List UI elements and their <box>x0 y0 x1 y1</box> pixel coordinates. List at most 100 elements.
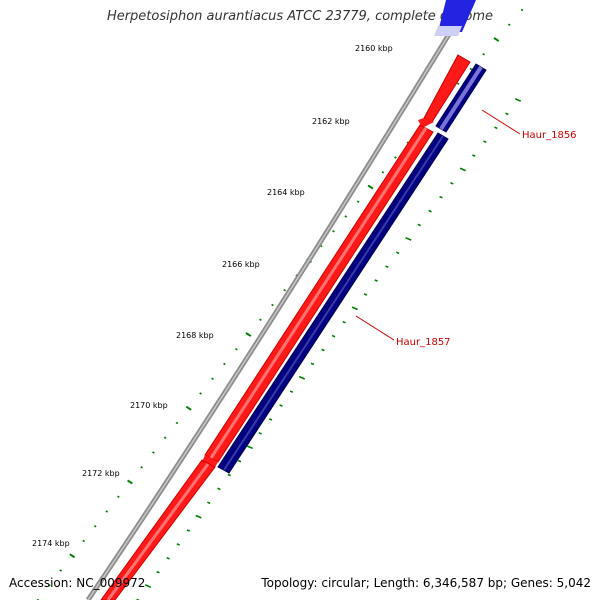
inner-tick <box>342 320 346 324</box>
map-title: Herpetosiphon aurantiacus ATCC 23779, co… <box>106 9 494 24</box>
inner-tick <box>494 126 498 130</box>
tick-label: 2168 kbp <box>176 331 214 340</box>
tick-label: 2174 kbp <box>32 539 70 548</box>
minor-tick <box>456 82 460 86</box>
minor-tick <box>271 303 274 307</box>
inner-tick <box>505 112 509 116</box>
minor-tick <box>332 229 335 233</box>
inner-tick <box>351 306 358 311</box>
tick-label: 2162 kbp <box>312 117 350 126</box>
minor-tick <box>356 200 360 204</box>
tick-labels: 2160 kbp 2162 kbp 2164 kbp 2166 kbp 2168 kbp… <box>32 44 393 548</box>
gene-haur-1856-highlight <box>439 65 483 131</box>
inner-tick <box>246 445 253 450</box>
inner-tick <box>258 431 262 435</box>
inner-tick <box>310 362 315 366</box>
inner-tick <box>207 501 211 505</box>
minor-tick <box>344 215 348 218</box>
genome-backbone <box>85 0 473 600</box>
minor-tick <box>152 451 155 454</box>
minor-tick <box>283 288 286 292</box>
inner-tick <box>439 195 443 199</box>
forward-gene-main-highlight <box>209 127 428 459</box>
inner-tick <box>363 293 368 296</box>
accession-label: Accession: NC_009972 <box>9 576 146 590</box>
inner-tick <box>395 251 400 255</box>
forward-gene-main-arrow <box>202 455 218 469</box>
minor-tick <box>175 421 179 425</box>
inner-tick <box>385 265 389 269</box>
outer-minor-ticks <box>36 8 524 600</box>
minor-tick <box>507 23 511 27</box>
inner-tick <box>268 418 273 421</box>
minor-tick <box>259 318 262 322</box>
minor-tick <box>482 52 485 56</box>
inner-tick <box>166 556 170 560</box>
reverse-gene-top <box>438 0 476 32</box>
forward-gene-lower-highlight <box>106 463 210 600</box>
inner-tick <box>450 181 454 185</box>
inner-tick <box>321 348 325 352</box>
inner-tick <box>237 459 242 463</box>
major-tick <box>127 479 133 485</box>
inner-minor-ticks <box>136 98 522 600</box>
major-tick <box>185 405 192 411</box>
reverse-gene-top-fade <box>434 26 462 36</box>
major-tick <box>367 184 374 190</box>
inner-tick <box>176 543 180 546</box>
minor-tick <box>394 156 397 159</box>
minor-tick <box>140 465 144 469</box>
tick-label: 2160 kbp <box>355 44 393 53</box>
reverse-strand-genes <box>217 0 487 474</box>
major-tick <box>245 332 252 337</box>
inner-tick <box>405 236 412 241</box>
minor-tick <box>59 569 63 572</box>
inner-tick <box>374 279 378 282</box>
inner-tick <box>156 570 160 574</box>
gene-label-haur-1857: Haur_1857 <box>396 337 451 348</box>
minor-tick <box>381 170 385 174</box>
inner-tick <box>195 514 202 519</box>
inner-tick <box>298 375 306 380</box>
leader-line-haur-1857 <box>355 315 395 341</box>
minor-tick <box>48 583 51 587</box>
minor-tick <box>93 524 97 528</box>
minor-tick <box>235 347 238 351</box>
inner-tick <box>472 154 476 157</box>
tick-label: 2166 kbp <box>222 260 260 269</box>
gene-label-haur-1856: Haur_1856 <box>522 130 577 141</box>
inner-tick <box>144 584 152 589</box>
minor-tick <box>82 539 86 543</box>
minor-tick <box>163 436 167 440</box>
inner-tick <box>428 209 432 213</box>
minor-tick <box>469 67 473 71</box>
inner-tick <box>279 404 283 407</box>
genome-summary: Topology: circular; Length: 6,346,587 bp… <box>261 576 591 590</box>
tick-label: 2164 kbp <box>267 188 305 197</box>
inner-tick <box>289 390 294 394</box>
minor-tick <box>211 377 214 381</box>
forward-gene-upper-arrow <box>418 118 434 128</box>
inner-tick <box>331 334 336 338</box>
inner-tick <box>483 140 487 144</box>
inner-tick <box>459 167 466 172</box>
inner-tick <box>217 487 221 491</box>
major-tick <box>493 37 500 42</box>
tick-label: 2172 kbp <box>82 469 120 478</box>
inner-tick <box>417 223 421 227</box>
tick-label: 2170 kbp <box>130 401 168 410</box>
minor-tick <box>105 510 109 513</box>
gene-haur-1857-highlight <box>223 135 444 471</box>
inner-tick <box>227 473 231 477</box>
leader-line-haur-1856 <box>481 109 521 135</box>
major-tick <box>69 553 76 559</box>
minor-tick <box>520 8 524 12</box>
minor-tick <box>117 495 120 499</box>
inner-tick <box>514 98 522 102</box>
minor-tick <box>199 392 202 395</box>
inner-tick <box>186 529 191 532</box>
minor-tick <box>223 362 226 366</box>
forward-strand-genes <box>100 54 471 600</box>
genome-backbone-highlight <box>87 0 471 600</box>
